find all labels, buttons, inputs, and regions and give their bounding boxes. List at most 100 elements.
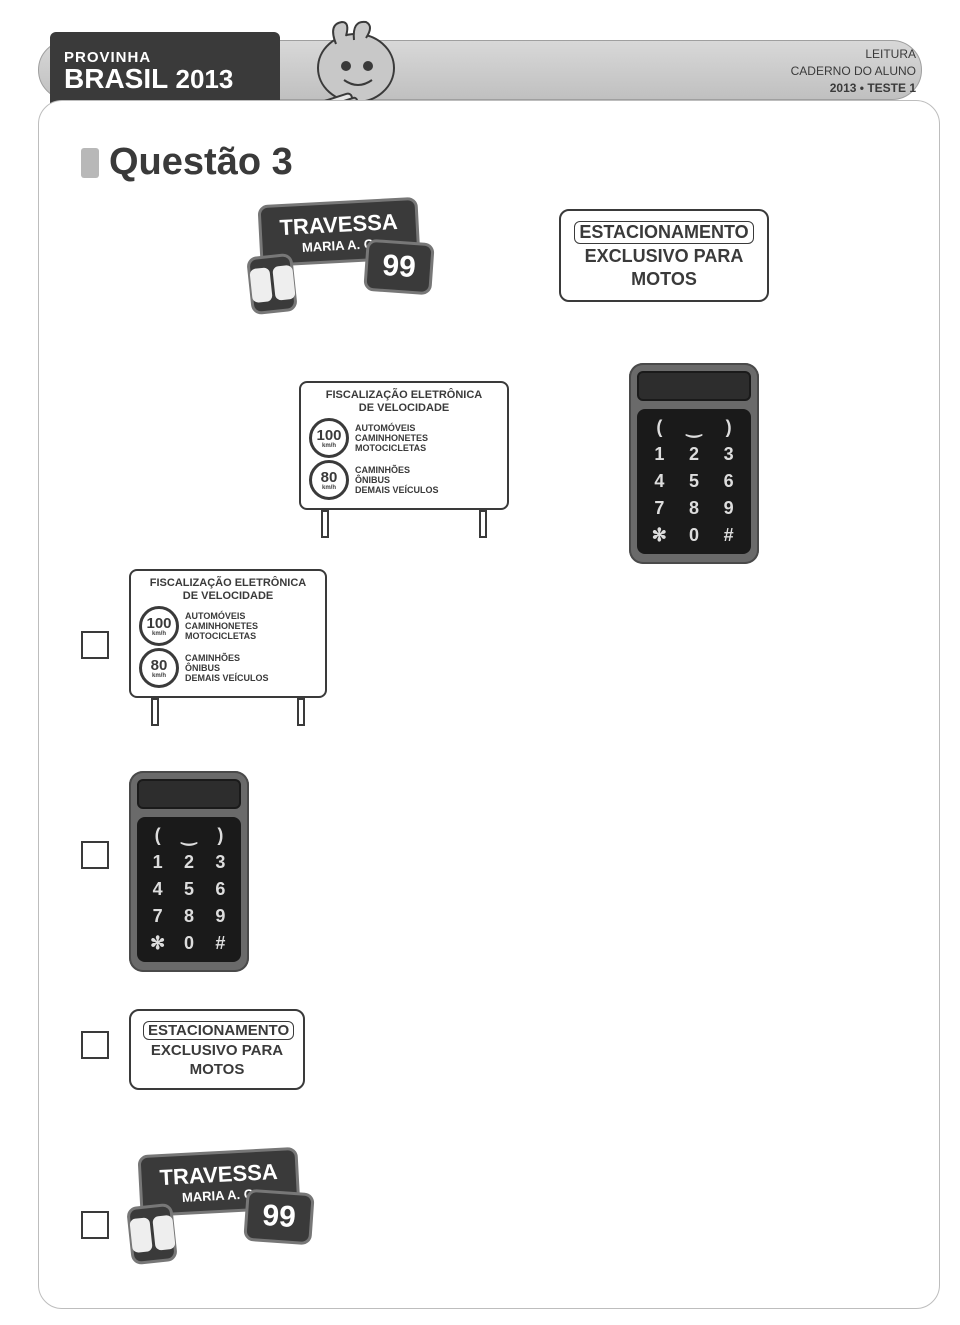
speed-circle-100-a: 100 km/h [139, 606, 179, 646]
calc-key: 4 [145, 879, 170, 900]
logo-line2-wrap: BRASIL 2013 [64, 66, 280, 91]
sa1: AUTOMÓVEIS [185, 611, 245, 621]
answer-b-image: ( ‿ ) 1 2 3 4 5 6 7 8 9 ✻ 0 # [129, 771, 249, 972]
parking-line1: ESTACIONAMENTO [574, 221, 753, 244]
calc-key: 0 [176, 933, 201, 954]
speed-title: FISCALIZAÇÃO ELETRÔNICA DE VELOCIDADE [309, 389, 499, 414]
speed-title-l2: DE VELOCIDADE [359, 402, 449, 414]
sb2: ÔNIBUS [185, 663, 220, 673]
calc-key: # [714, 525, 743, 546]
calc-key: ( [145, 825, 170, 846]
calc-key: ‿ [176, 825, 201, 846]
speed1-t2: CAMINHONETES [355, 433, 428, 443]
speed-row-2: 80 km/h CAMINHÕES ÔNIBUS DEMAIS VEÍCULOS [309, 460, 499, 500]
calc-key: ( [645, 417, 674, 438]
speed-posts [299, 510, 509, 538]
calc-key: # [208, 933, 233, 954]
sa2: CAMINHONETES [185, 621, 258, 631]
calc-key: 7 [145, 906, 170, 927]
speed-circle-80-a: 80 km/h [139, 648, 179, 688]
speed2-t1: CAMINHÕES [355, 465, 410, 475]
pedestrian-plate-d [126, 1203, 178, 1265]
speed-row-1: 100 km/h AUTOMÓVEIS CAMINHONETES MOTOCIC… [309, 418, 499, 458]
header-right-l2: CADERNO DO ALUNO [791, 63, 916, 80]
calc-screen [637, 371, 751, 401]
answer-d-checkbox[interactable] [81, 1211, 109, 1239]
header-right-l3: 2013 • TESTE 1 [791, 80, 916, 97]
speed-circle-80: 80 km/h [309, 460, 349, 500]
travessa-line1: TRAVESSA [279, 208, 398, 240]
speed-row-a1: 100 km/h AUTOMÓVEIS CAMINHONETES MOTOCIC… [139, 606, 317, 646]
travessa-d-l1: TRAVESSA [159, 1158, 278, 1190]
speed-a-80u: km/h [152, 673, 166, 679]
calc-key: 0 [680, 525, 709, 546]
parking-line3: MOTOS [573, 269, 755, 290]
page-frame: Questão 3 TRAVESSA MARIA A. G. 99 ESTACI… [38, 100, 940, 1309]
female-icon [152, 1215, 175, 1251]
calc-key: 5 [680, 471, 709, 492]
calc-key: 6 [714, 471, 743, 492]
parking-line2: EXCLUSIVO PARA [573, 246, 755, 267]
travessa-num: 99 [363, 239, 434, 296]
male-icon [129, 1217, 152, 1253]
calc-key: 9 [714, 498, 743, 519]
calc-key: 3 [714, 444, 743, 465]
calc-key: ) [208, 825, 233, 846]
speed-a-100: 100 [146, 616, 171, 631]
speed-sign-top: FISCALIZAÇÃO ELETRÔNICA DE VELOCIDADE 10… [299, 381, 509, 538]
answer-b-checkbox[interactable] [81, 841, 109, 869]
calc-key: 8 [680, 498, 709, 519]
speed2-t3: DEMAIS VEÍCULOS [355, 485, 439, 495]
park-c-l2: EXCLUSIVO PARA [143, 1042, 291, 1059]
answer-d-image: TRAVESSA MARIA A. G. 99 [129, 1151, 329, 1281]
calc-pad-b: ( ‿ ) 1 2 3 4 5 6 7 8 9 ✻ 0 # [137, 817, 241, 962]
travessa-image-top: TRAVESSA MARIA A. G. 99 [249, 201, 449, 331]
calc-key: 4 [645, 471, 674, 492]
park-c-l3: MOTOS [143, 1061, 291, 1078]
speed-80: 80 [321, 470, 338, 485]
calc-key: 2 [680, 444, 709, 465]
speed-100-unit: km/h [322, 443, 336, 449]
calc-key: 5 [176, 879, 201, 900]
sb1: CAMINHÕES [185, 653, 240, 663]
calc-key: ✻ [645, 525, 674, 546]
calc-key: 2 [176, 852, 201, 873]
speed1-t3: MOTOCICLETAS [355, 443, 426, 453]
calc-key: 1 [145, 852, 170, 873]
calc-screen-b [137, 779, 241, 809]
speed-circle-100: 100 km/h [309, 418, 349, 458]
sa3: MOTOCICLETAS [185, 631, 256, 641]
speed-80-unit: km/h [322, 485, 336, 491]
calc-key: 9 [208, 906, 233, 927]
calc-key: ) [714, 417, 743, 438]
speed-a-t1: FISCALIZAÇÃO ELETRÔNICA [150, 577, 306, 589]
female-icon [272, 265, 295, 301]
answer-c-image: ESTACIONAMENTO EXCLUSIVO PARA MOTOS [129, 1009, 305, 1090]
logo-line2: BRASIL [64, 63, 168, 94]
calc-key: ✻ [145, 933, 170, 954]
speed-title-a: FISCALIZAÇÃO ELETRÔNICA DE VELOCIDADE [139, 577, 317, 602]
speed-sign-box-a: FISCALIZAÇÃO ELETRÔNICA DE VELOCIDADE 10… [129, 569, 327, 698]
speed-80-txt: CAMINHÕES ÔNIBUS DEMAIS VEÍCULOS [355, 465, 439, 496]
calc-pad: ( ‿ ) 1 2 3 4 5 6 7 8 9 ✻ 0 # [637, 409, 751, 554]
speed1-t1: AUTOMÓVEIS [355, 423, 415, 433]
header-right-l1: LEITURA [791, 46, 916, 63]
calc-key: ‿ [680, 417, 709, 438]
speed-posts-a [129, 698, 327, 726]
logo-block: PROVINHA BRASIL 2013 [50, 32, 280, 108]
pedestrian-plate [246, 253, 298, 315]
calc-key: 1 [645, 444, 674, 465]
speed-title-l1: FISCALIZAÇÃO ELETRÔNICA [326, 389, 482, 401]
answer-c-checkbox[interactable] [81, 1031, 109, 1059]
speed-row-a2: 80 km/h CAMINHÕES ÔNIBUS DEMAIS VEÍCULOS [139, 648, 317, 688]
header-right: LEITURA CADERNO DO ALUNO 2013 • TESTE 1 [791, 46, 916, 96]
question-bullet-icon [81, 148, 99, 178]
calc-key: 3 [208, 852, 233, 873]
speed-100: 100 [316, 428, 341, 443]
calc-key: 8 [176, 906, 201, 927]
speed-a-t2: DE VELOCIDADE [183, 590, 273, 602]
question-title-text: Questão 3 [109, 141, 293, 184]
answer-a-checkbox[interactable] [81, 631, 109, 659]
calculator-top: ( ‿ ) 1 2 3 4 5 6 7 8 9 ✻ 0 # [629, 363, 759, 564]
park-c-l1: ESTACIONAMENTO [143, 1021, 294, 1040]
